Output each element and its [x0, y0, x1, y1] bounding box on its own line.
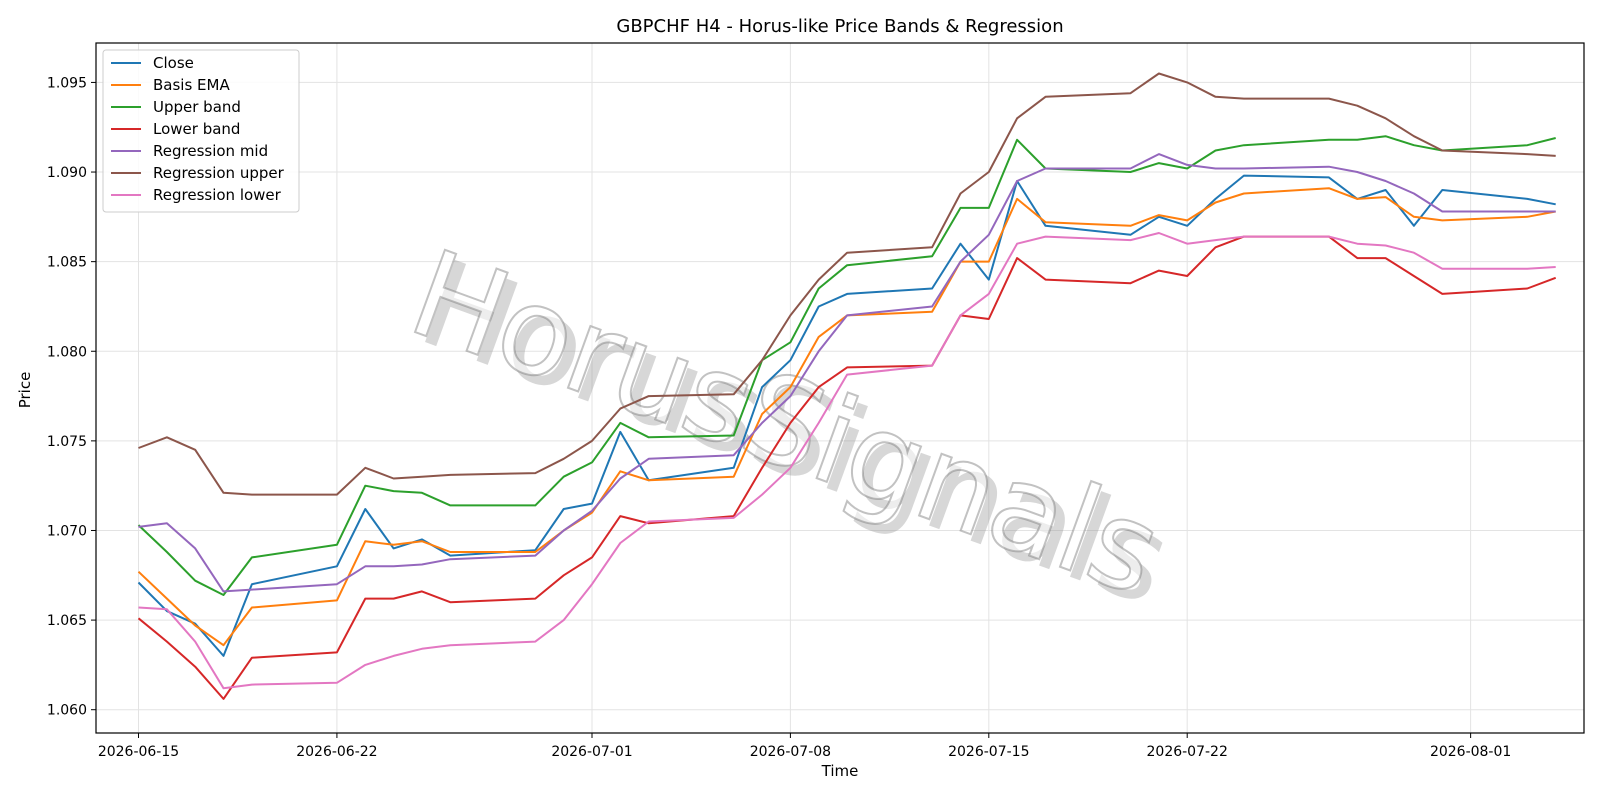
- y-tick-label: 1.090: [47, 165, 87, 181]
- y-tick-label: 1.080: [47, 344, 87, 360]
- y-tick-label: 1.060: [47, 703, 87, 719]
- legend-entry-label: Basis EMA: [153, 76, 230, 94]
- legend-entry-label: Close: [153, 54, 194, 72]
- x-tick-label: 2026-07-22: [1147, 744, 1228, 760]
- chart-title: GBPCHF H4 - Horus-like Price Bands & Reg…: [616, 16, 1063, 37]
- legend-entry-label: Upper band: [153, 98, 241, 116]
- x-axis-ticks: 2026-06-15 2026-06-22 2026-07-01 2026-07-08…: [98, 733, 1511, 760]
- y-tick-label: 1.075: [47, 434, 87, 450]
- series-line-basis-ema: [137, 187, 1556, 647]
- grid: [96, 43, 1584, 733]
- series-line-regression-mid: [138, 153, 1556, 593]
- x-tick-label: 2026-06-22: [296, 744, 377, 760]
- plot-frame: [95, 42, 1585, 734]
- y-axis-ticks: 1.060 1.065 1.070 1.075 1.080 1.085 1.090 1.095: [47, 75, 96, 719]
- y-tick-label: 1.070: [47, 523, 87, 539]
- x-tick-label: 2026-07-15: [948, 744, 1029, 760]
- legend-entry-label: Regression mid: [153, 142, 268, 160]
- x-tick-label: 2026-07-01: [551, 744, 632, 760]
- series-lines: [137, 72, 1557, 700]
- series-line-upper-band: [137, 135, 1556, 596]
- series-line-regression-upper: [138, 72, 1556, 496]
- legend: Close Basis EMA Upper band Lower band Regres…: [102, 49, 300, 213]
- y-tick-label: 1.065: [47, 613, 87, 629]
- x-tick-label: 2026-08-01: [1430, 744, 1511, 760]
- x-tick-label: 2026-06-15: [98, 744, 179, 760]
- legend-entry-label: Regression lower: [153, 186, 282, 204]
- legend-box: [102, 49, 300, 213]
- y-tick-label: 1.085: [47, 255, 87, 271]
- legend-entry-label: Regression upper: [153, 164, 285, 182]
- x-axis-label: Time: [821, 762, 859, 780]
- x-tick-label: 2026-07-08: [750, 744, 831, 760]
- y-axis-label: Price: [16, 372, 34, 409]
- y-tick-label: 1.095: [47, 75, 87, 91]
- series-line-close: [137, 174, 1556, 657]
- series-line-regression-lower: [138, 232, 1556, 690]
- legend-entry-label: Lower band: [153, 120, 240, 138]
